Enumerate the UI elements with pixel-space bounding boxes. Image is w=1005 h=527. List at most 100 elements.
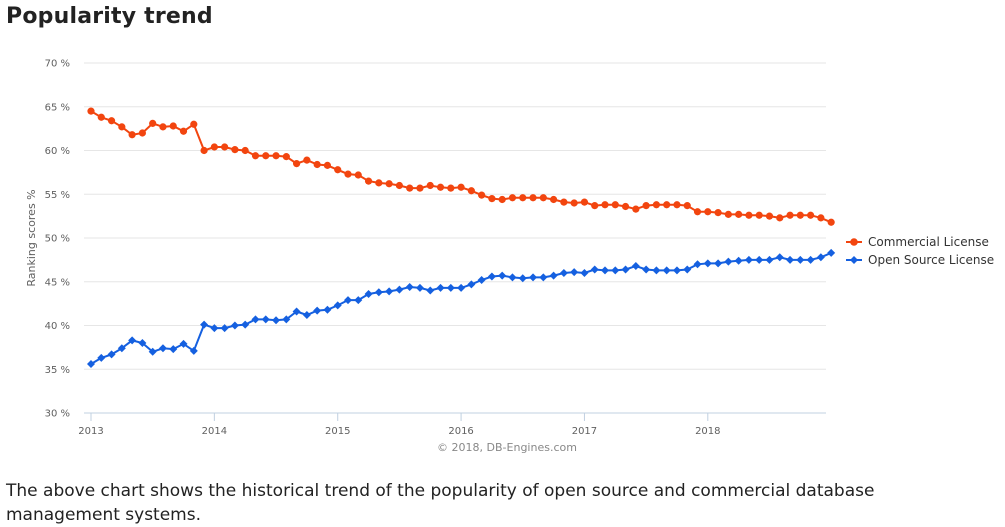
data-point <box>251 152 260 160</box>
x-axis: 2013 2014 2015 2016 2017 2018 <box>78 413 721 437</box>
data-point <box>395 181 403 190</box>
data-point <box>159 123 167 131</box>
y-tick-label: 65 % <box>45 102 70 113</box>
data-point <box>786 211 794 219</box>
data-point <box>539 273 548 282</box>
data-point <box>344 170 352 178</box>
x-tick-label: 2018 <box>695 426 720 437</box>
data-point <box>323 161 332 169</box>
data-point <box>663 201 671 209</box>
data-point <box>313 306 322 315</box>
y-tick-label: 35 % <box>45 365 70 376</box>
data-point <box>395 285 404 294</box>
data-point <box>487 272 496 281</box>
data-point <box>128 336 137 345</box>
page-title: Popularity trend <box>6 4 213 29</box>
data-point <box>796 255 805 264</box>
data-point <box>447 184 455 192</box>
data-point <box>436 183 445 191</box>
data-point <box>179 127 188 135</box>
data-point <box>230 321 239 330</box>
data-point <box>508 273 517 282</box>
credit-text: © 2018, DB-Engines.com <box>437 441 577 454</box>
series-open-source-license <box>87 248 836 368</box>
data-point <box>282 315 291 324</box>
data-point <box>149 119 157 127</box>
legend-marker <box>850 256 858 264</box>
data-point <box>221 143 229 151</box>
y-tick-label: 45 % <box>45 277 70 288</box>
data-point <box>251 315 260 324</box>
data-point <box>467 187 475 195</box>
data-point <box>570 199 578 207</box>
data-point <box>652 201 661 209</box>
data-point <box>724 257 733 266</box>
data-point <box>200 146 208 155</box>
data-point <box>590 265 599 274</box>
data-point <box>405 283 414 291</box>
data-point <box>776 214 784 222</box>
data-point <box>621 202 630 211</box>
data-point <box>693 260 702 269</box>
y-tick-label: 55 % <box>45 190 70 201</box>
data-point <box>292 307 301 316</box>
data-point <box>601 266 609 275</box>
data-point <box>179 339 188 348</box>
popularity-trend-chart: 2013 2014 2015 2016 2017 2018 30 % 35 % 40 % 45 … <box>25 59 994 455</box>
data-point <box>632 205 640 213</box>
data-point <box>642 265 651 274</box>
y-tick-label: 30 % <box>45 409 70 420</box>
data-point <box>426 286 435 295</box>
legend-item[interactable]: Open Source License <box>846 253 994 267</box>
legend[interactable]: Commercial License Open Source License <box>846 235 994 267</box>
data-point <box>796 211 804 219</box>
legend-item[interactable]: Commercial License <box>846 235 989 249</box>
data-point <box>190 120 198 128</box>
data-point <box>745 211 753 219</box>
data-point <box>683 265 692 274</box>
data-point <box>333 301 342 310</box>
data-point <box>406 184 414 192</box>
data-point <box>652 266 661 275</box>
data-point <box>344 296 352 305</box>
data-point <box>436 283 445 292</box>
data-point <box>457 183 465 191</box>
data-point <box>560 198 568 206</box>
data-point <box>241 320 250 329</box>
legend-label: Commercial License <box>868 235 989 249</box>
data-point <box>293 160 301 168</box>
data-point <box>683 202 691 210</box>
data-point <box>364 177 373 185</box>
data-point <box>354 171 362 179</box>
data-point <box>539 194 547 202</box>
data-point <box>601 201 609 209</box>
data-point <box>169 345 178 354</box>
y-tick-label: 40 % <box>45 321 70 332</box>
data-point <box>138 129 146 137</box>
data-point <box>744 255 753 264</box>
y-axis-tick-labels: 30 % 35 % 40 % 45 % 50 % 55 % 60 % 65 % 70 % <box>45 59 70 420</box>
data-point <box>374 288 383 297</box>
data-point <box>272 316 281 325</box>
data-point <box>498 195 506 204</box>
data-point <box>107 117 116 125</box>
data-point <box>364 290 373 298</box>
x-tick-label: 2017 <box>572 426 597 437</box>
data-point <box>786 255 795 264</box>
data-point <box>87 360 95 368</box>
data-point <box>559 269 568 277</box>
data-point <box>262 152 270 160</box>
data-point <box>550 195 558 204</box>
data-point <box>261 315 270 324</box>
data-point <box>672 266 681 275</box>
data-point <box>529 194 537 202</box>
data-point <box>148 347 157 356</box>
data-point <box>817 214 825 222</box>
data-point <box>97 353 106 362</box>
data-point <box>529 273 538 282</box>
data-point <box>231 146 239 154</box>
y-tick-label: 70 % <box>45 59 70 70</box>
data-point <box>416 184 424 192</box>
data-point <box>272 152 280 160</box>
data-point <box>519 194 527 202</box>
